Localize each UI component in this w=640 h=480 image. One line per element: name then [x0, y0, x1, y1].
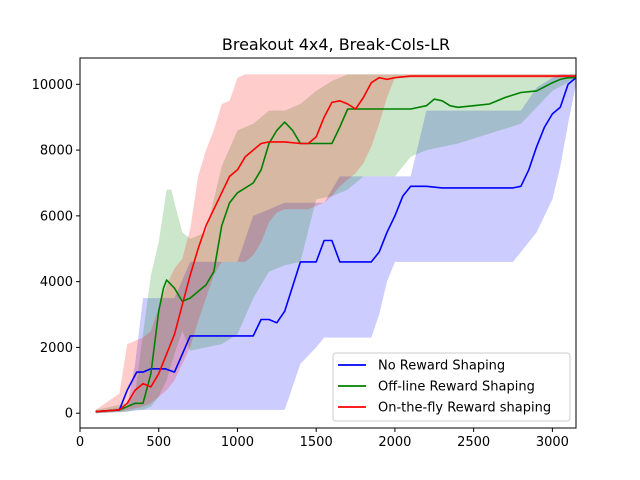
legend-label-off-line-reward-shaping: Off-line Reward Shaping — [378, 380, 535, 395]
plot-frame — [79, 57, 577, 429]
y-tick-label: 0 — [65, 407, 73, 422]
legend-frame — [332, 352, 571, 422]
y-tick-label: 2000 — [40, 341, 73, 356]
x-tick-label: 1500 — [300, 435, 333, 450]
no-reward-shaping-band — [95, 74, 576, 414]
y-tick-label: 6000 — [40, 209, 73, 224]
confidence-bands — [95, 74, 576, 414]
x-tick-label: 2000 — [378, 435, 411, 450]
legend: No Reward Shaping Off-line Reward Shaping… — [332, 352, 571, 422]
chart-title: Breakout 4x4, Break-Cols-LR — [222, 35, 450, 54]
on-the-fly-reward-shaping-line — [95, 75, 576, 413]
x-tick-label: 2500 — [457, 435, 490, 450]
y-tick-label: 10000 — [32, 78, 73, 93]
x-tick-label: 3000 — [536, 435, 569, 450]
off-line-reward-shaping-line — [95, 76, 576, 413]
x-tick-label: 0 — [76, 435, 84, 450]
x-tick-label: 1000 — [221, 435, 254, 450]
y-tick-label: 8000 — [40, 144, 73, 159]
y-axis: 0 2000 4000 6000 8000 10000 — [32, 78, 80, 422]
on-the-fly-reward-shaping-band — [95, 74, 576, 414]
x-axis: 0 500 1000 1500 2000 2500 3000 — [76, 428, 569, 450]
legend-label-on-the-fly-reward-shaping: On-the-fly Reward shaping — [378, 401, 551, 416]
off-line-reward-shaping-band — [95, 74, 576, 414]
no-reward-shaping-line — [95, 77, 576, 413]
legend-label-no-reward-shaping: No Reward Shaping — [378, 359, 505, 374]
x-tick-label: 500 — [146, 435, 171, 450]
y-tick-label: 4000 — [40, 275, 73, 290]
series-lines — [95, 75, 576, 413]
